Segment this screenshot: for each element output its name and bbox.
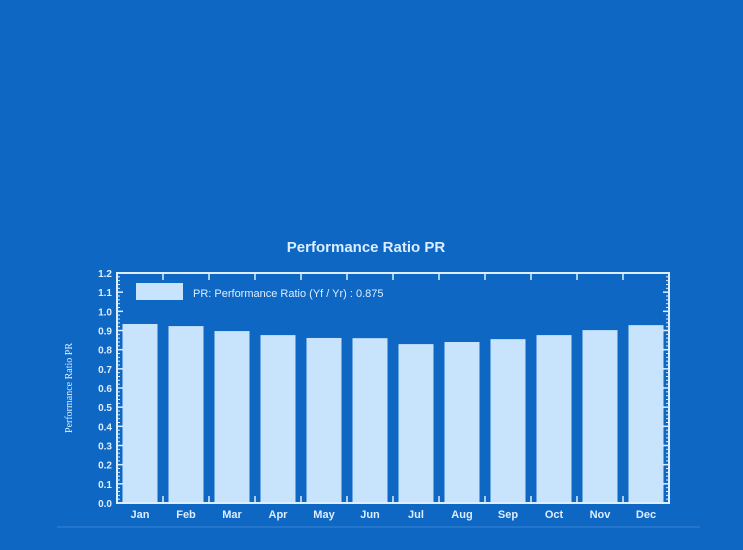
legend-label: PR: Performance Ratio (Yf / Yr) : 0.875: [193, 288, 384, 300]
y-tick-label: 0.9: [98, 327, 112, 338]
y-tick-label: 0.4: [98, 422, 112, 433]
y-tick-label: 0.8: [98, 346, 112, 357]
x-tick-label: Jan: [131, 509, 150, 521]
x-tick-label: Dec: [636, 509, 656, 521]
bar-oct: [536, 335, 572, 503]
bar-dec: [628, 325, 664, 503]
x-tick-label: Aug: [451, 509, 472, 521]
bar-aug: [444, 342, 480, 503]
bar-mar: [214, 331, 250, 503]
x-tick-label: Sep: [498, 509, 518, 521]
y-tick-label: 0.1: [98, 480, 112, 491]
x-tick-label: Apr: [269, 509, 289, 521]
legend-swatch: [136, 283, 183, 300]
bar-jul: [398, 344, 434, 503]
bar-may: [306, 337, 342, 503]
y-tick-label: 1.1: [98, 288, 112, 299]
bar-apr: [260, 335, 296, 503]
y-tick-label: 0.0: [98, 499, 112, 510]
x-tick-label: Nov: [590, 509, 612, 521]
x-tick-label: Jul: [408, 509, 424, 521]
y-tick-label: 0.3: [98, 442, 112, 453]
chart-title: Performance Ratio PR: [287, 239, 446, 256]
y-tick-label: 0.5: [98, 403, 112, 414]
bar-sep: [490, 339, 526, 503]
y-tick-label: 1.2: [98, 269, 112, 280]
bar-jun: [352, 338, 388, 503]
x-tick-label: May: [313, 509, 335, 521]
x-tick-label: Jun: [360, 509, 380, 521]
bar-jan: [122, 323, 158, 503]
x-tick-label: Feb: [176, 509, 196, 521]
x-tick-label: Mar: [222, 509, 242, 521]
x-tick-label: Oct: [545, 509, 564, 521]
bar-nov: [582, 330, 618, 503]
y-axis-label: Performance Ratio PR: [64, 343, 75, 433]
y-tick-label: 1.0: [98, 307, 112, 318]
y-tick-label: 0.2: [98, 461, 112, 472]
y-tick-label: 0.7: [98, 365, 112, 376]
bar-feb: [168, 326, 204, 503]
y-tick-label: 0.6: [98, 384, 112, 395]
